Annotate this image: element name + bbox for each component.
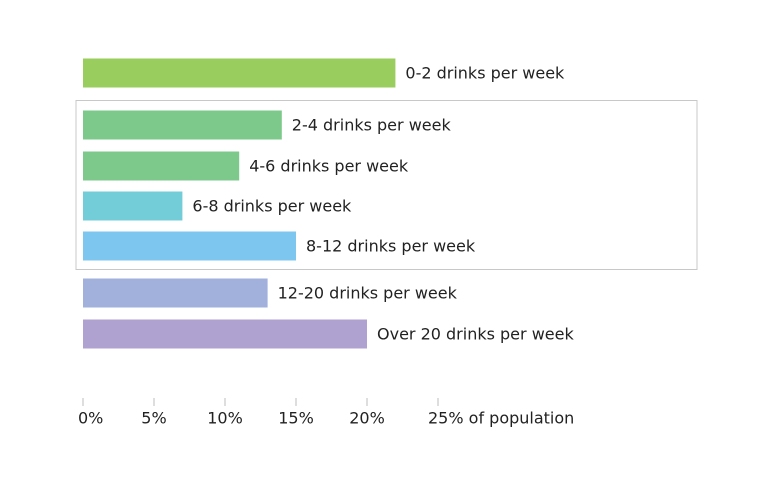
- highlight-group-box: [75, 100, 698, 270]
- bar-label-1: 2-4 drinks per week: [292, 116, 452, 135]
- bar-6: [83, 319, 367, 349]
- bar-3: [83, 191, 183, 221]
- x-tick-label-0: 0%: [78, 409, 103, 428]
- bar-4: [83, 231, 296, 261]
- bar-label-6: Over 20 drinks per week: [377, 325, 574, 344]
- x-tick-label-5: 25% of population: [428, 409, 574, 428]
- bar-label-0: 0-2 drinks per week: [405, 64, 565, 83]
- bar-1: [83, 110, 282, 140]
- bar-5: [83, 278, 268, 308]
- x-tick-label-3: 15%: [278, 409, 314, 428]
- x-tick-label-1: 5%: [141, 409, 166, 428]
- x-tick-label-2: 10%: [207, 409, 243, 428]
- bar-2: [83, 151, 240, 181]
- bar-label-2: 4-6 drinks per week: [249, 157, 409, 176]
- x-tick-label-4: 20%: [349, 409, 385, 428]
- bar-label-3: 6-8 drinks per week: [192, 197, 352, 216]
- bar-0: [83, 58, 396, 88]
- bar-label-5: 12-20 drinks per week: [278, 284, 458, 303]
- bar-label-4: 8-12 drinks per week: [306, 237, 476, 256]
